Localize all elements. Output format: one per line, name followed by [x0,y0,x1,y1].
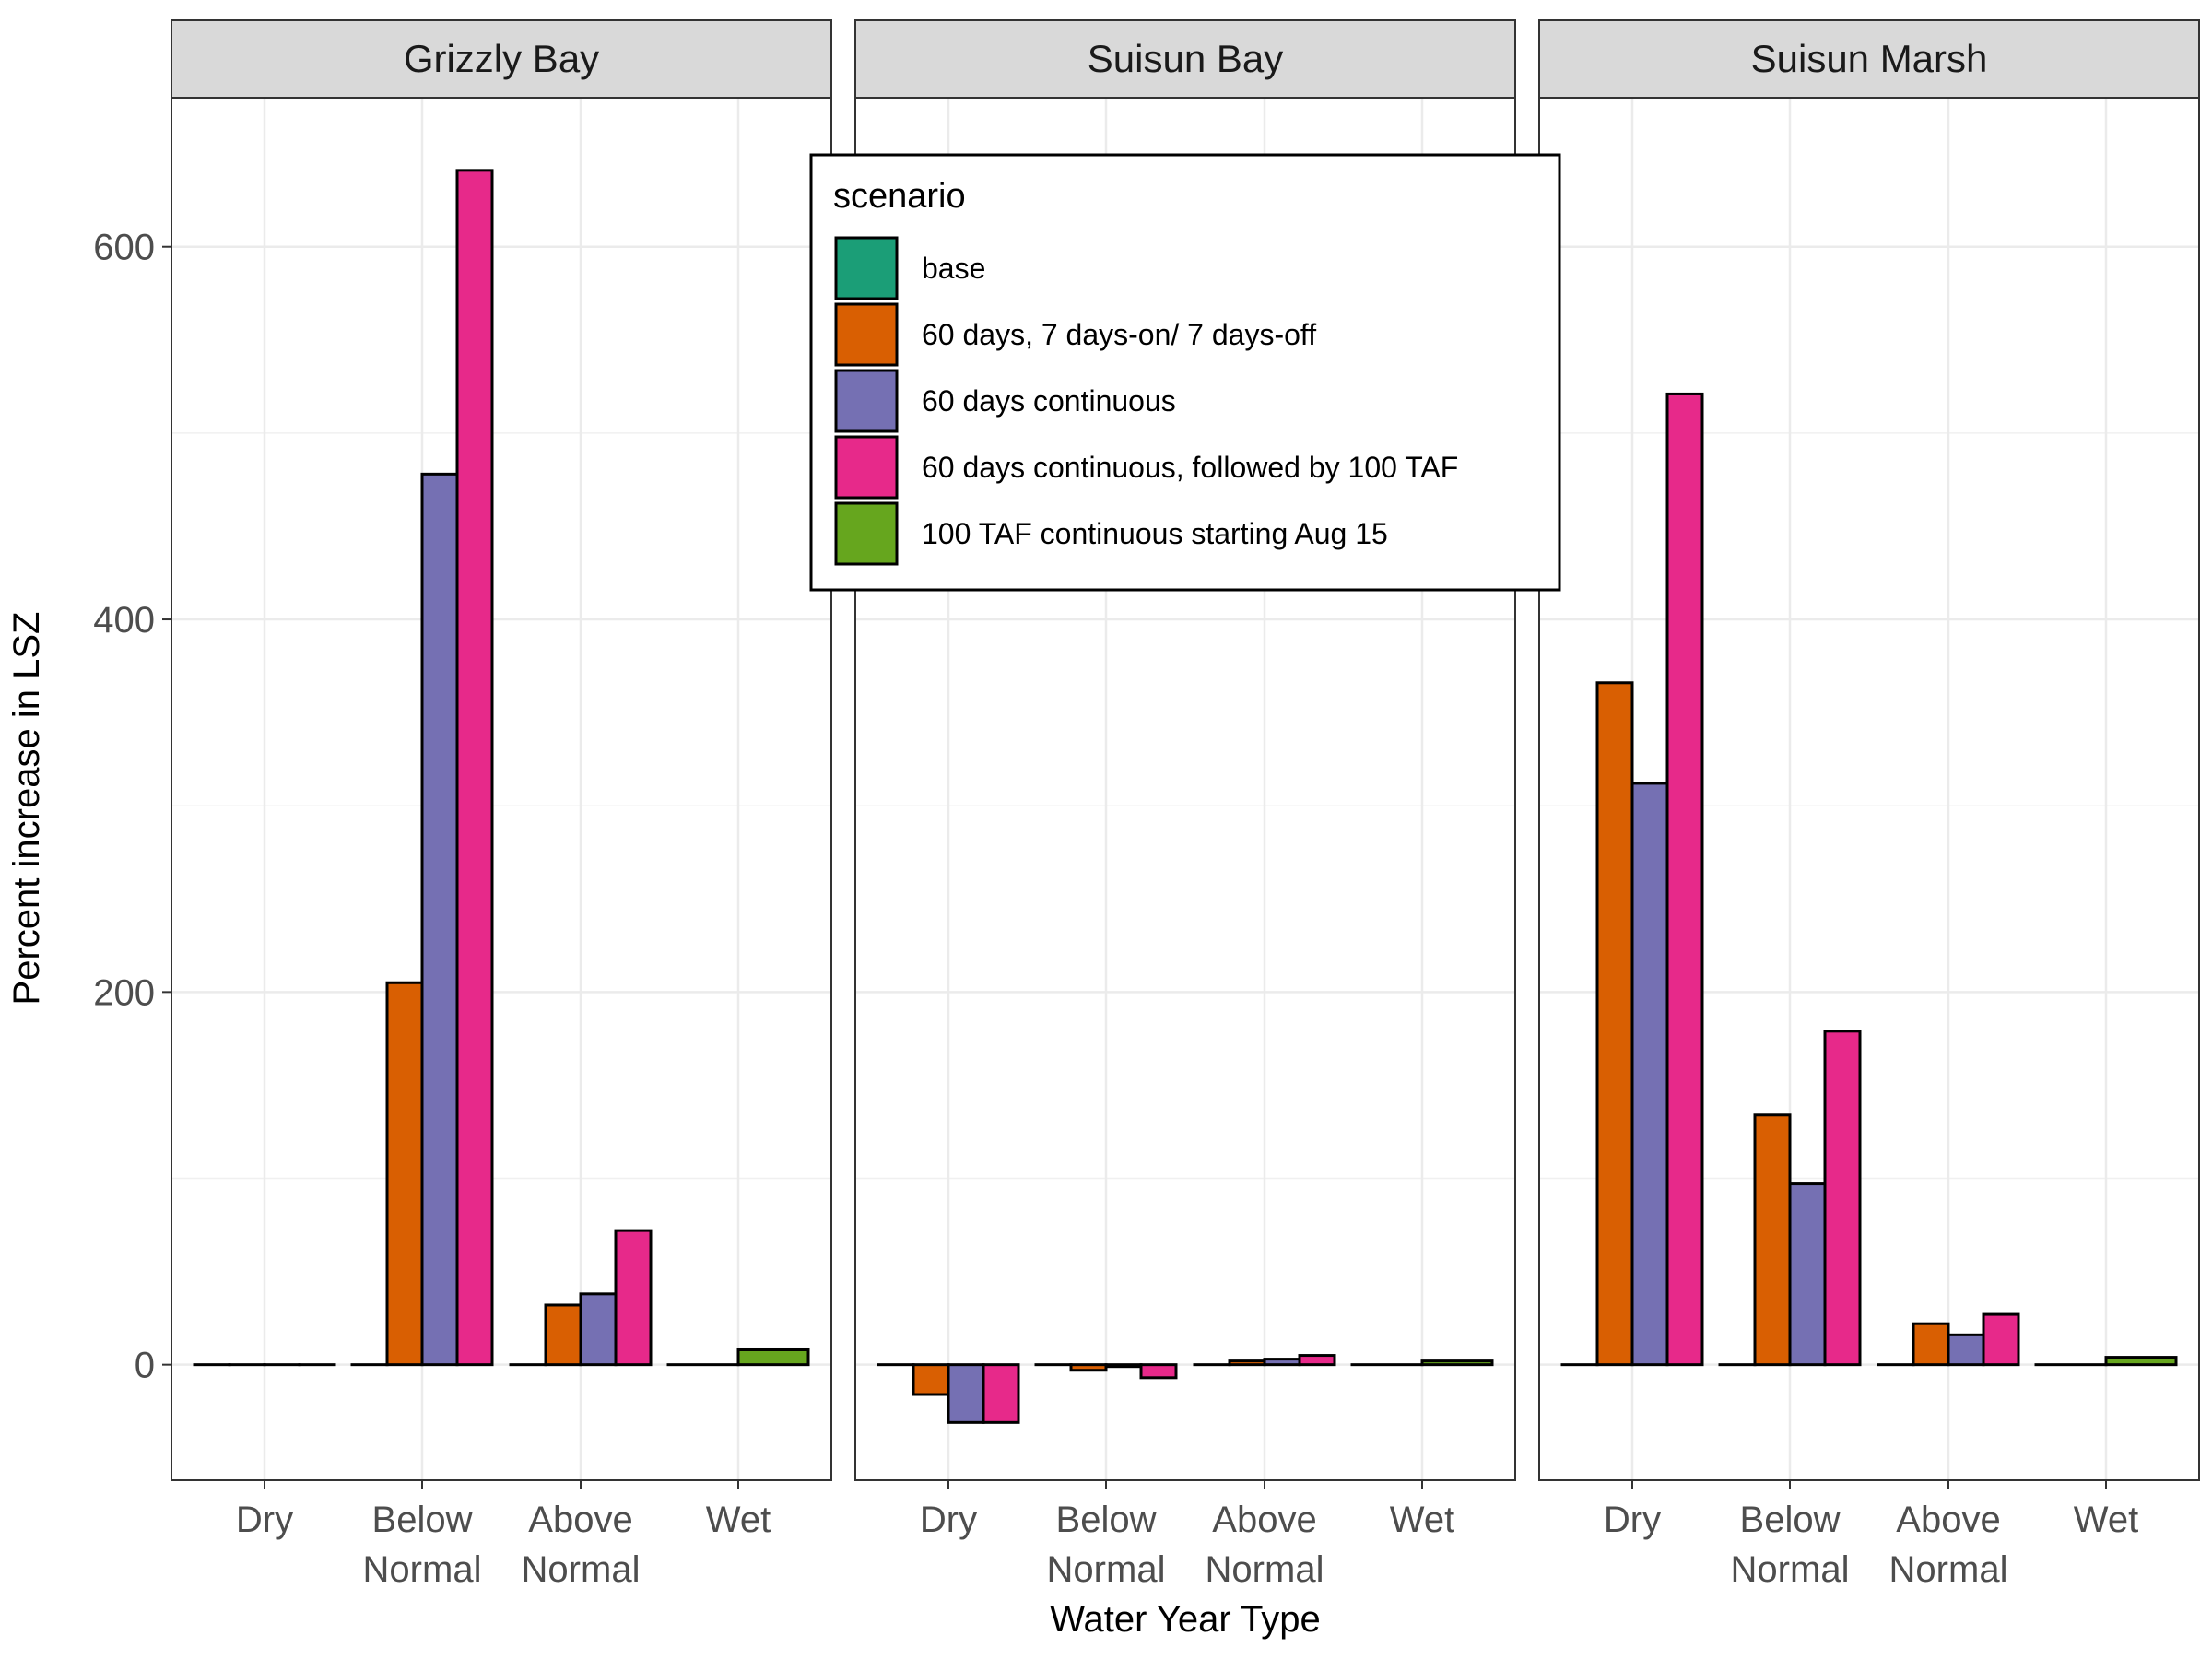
x-tick-label: Normal [363,1549,482,1590]
bar [1595,681,1634,1367]
bar [2104,1356,2178,1367]
x-tick-label: Normal [1206,1549,1324,1590]
facet-strip-label: Suisun Marsh [1751,37,1988,80]
x-axis-title: Water Year Type [1050,1599,1321,1640]
x-tick-label: Above [1212,1500,1316,1540]
x-tick-label: Above [528,1500,632,1540]
x-tick-label: Wet [1390,1500,1454,1540]
bar [544,1303,582,1367]
legend-key [834,236,899,300]
bar [1139,1363,1178,1380]
facet-panel-suisun-marsh: Suisun Marsh Dry Below Normal Above Normal Wet [1538,19,2200,1590]
y-axis-title: Percent increase in LSZ [6,612,47,1006]
axis-layer: 0 200 400 600 [93,228,171,1386]
x-tick-label: Normal [522,1549,641,1590]
x-tick-label: Below [1056,1500,1157,1540]
bar [1228,1359,1266,1367]
bar [736,1347,810,1367]
x-tick-label: Dry [920,1500,977,1540]
bar [1788,1182,1827,1367]
y-tick-label: 600 [93,228,155,268]
x-tick-label: Wet [706,1500,771,1540]
panel-background [171,98,831,1480]
facet-strip [1538,19,2200,99]
bar [1947,1333,1985,1367]
bar [1912,1322,1950,1367]
x-tick-label: Dry [1604,1500,1661,1540]
bar [385,981,424,1367]
bar [947,1363,985,1424]
x-tick-label: Normal [1889,1549,2008,1590]
x-tick-label: Dry [236,1500,293,1540]
legend-box [809,153,1561,592]
legend-label: base [922,252,985,285]
bar [982,1363,1020,1424]
y-tick-label: 200 [93,972,155,1013]
bar [420,472,459,1367]
bar [912,1363,950,1396]
legend-label: 60 days continuous [922,384,1176,418]
bar [1982,1312,2020,1367]
legend-key [834,435,899,500]
legend-label: 60 days continuous, followed by 100 TAF [922,451,1458,484]
bar [1263,1358,1301,1367]
legend-key [834,369,899,433]
legend-label: 60 days, 7 days-on/ 7 days-off [922,318,1316,351]
x-tick-label: Below [1740,1500,1841,1540]
bar [1823,1030,1862,1367]
y-tick-label: 0 [135,1346,155,1386]
bar [455,169,494,1367]
bar [614,1229,653,1367]
x-tick-label: Normal [1731,1549,1850,1590]
facet-strip-label: Grizzly Bay [404,37,599,80]
legend-title: scenario [833,177,966,216]
x-tick-label: Wet [2074,1500,2138,1540]
bar [579,1292,618,1367]
bar [1298,1354,1336,1367]
facet-strip [171,19,832,99]
bar [1630,782,1669,1367]
bar [1420,1359,1494,1367]
bar [1665,392,1704,1367]
facet-strip-label: Suisun Bay [1088,37,1283,80]
bar [1069,1363,1108,1372]
bar [1753,1113,1792,1367]
legend-key [834,302,899,367]
x-tick-label: Normal [1047,1549,1166,1590]
facet-panel-grizzly-bay: Grizzly Bay Dry Below Normal Above Normal Wet [171,19,832,1590]
legend: scenario base 60 days, 7 days-on/ 7 days-o… [809,153,1561,592]
legend-label: 100 TAF continuous starting Aug 15 [922,517,1388,550]
facet-strip [854,19,1516,99]
y-tick-label: 400 [93,600,155,641]
bar [1104,1363,1143,1369]
x-tick-label: Above [1896,1500,2000,1540]
x-tick-label: Below [372,1500,473,1540]
legend-key [834,501,899,566]
